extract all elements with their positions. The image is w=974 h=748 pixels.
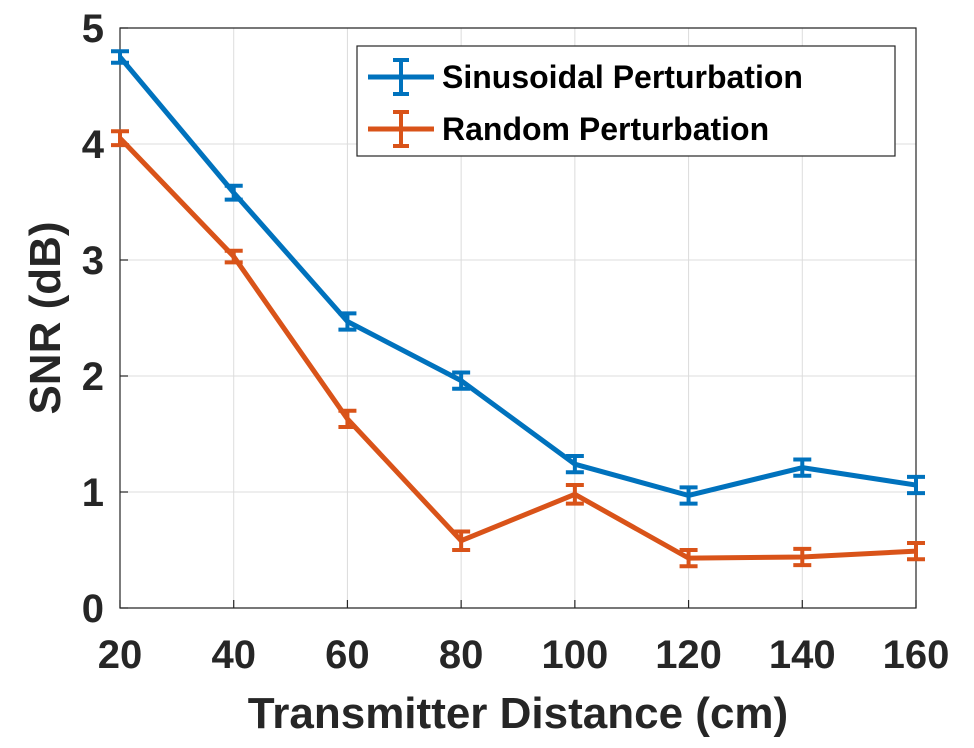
data-point [565,483,584,506]
legend-label: Sinusoidal Perturbation [442,59,803,95]
series-2 [111,129,925,569]
data-point [111,49,129,65]
series-line [118,55,917,498]
x-axis-label: Transmitter Distance (cm) [248,689,788,738]
data-point [793,457,812,478]
legend-entry-1: Sinusoidal Perturbation [368,58,803,96]
data-point [907,541,925,562]
legend-label: Random Perturbation [442,111,769,147]
axes [119,27,917,609]
series-line [118,136,917,561]
x-tick-label: 20 [98,633,143,677]
x-tick-label: 40 [211,633,256,677]
x-tick-label: 120 [655,633,722,677]
y-tick-label: 4 [82,123,105,167]
y-tick-label: 3 [82,239,104,283]
legend-entry-2: Random Perturbation [368,110,769,148]
y-tick-labels: 0 1 2 3 4 5 [82,7,105,631]
y-tick-label: 0 [82,587,104,631]
data-point [452,529,471,552]
data-point [338,311,357,332]
legend-box [356,45,896,157]
y-tick-label: 1 [82,471,104,515]
data-point [907,474,925,496]
data-point [338,408,357,430]
x-tick-label: 140 [769,633,836,677]
data-point [224,248,243,265]
x-tick-labels: 20 40 60 80 100 120 140 160 [98,633,950,677]
x-tick-label: 100 [541,633,608,677]
data-point [679,485,698,506]
series-1 [111,49,925,506]
y-tick-label: 2 [82,355,104,399]
data-point [793,546,812,568]
data-point [679,548,698,569]
plot-frame [119,27,917,609]
y-tick-label: 5 [82,7,104,51]
series-layer [111,49,925,569]
x-tick-label: 160 [883,633,950,677]
data-point [452,370,471,391]
data-point [565,454,584,475]
data-point [224,183,243,202]
x-tick-label: 60 [325,633,370,677]
legend: Sinusoidal Perturbation Random Perturbati… [356,45,896,157]
data-point [111,129,129,148]
y-axis-label: SNR (dB) [21,221,70,414]
x-tick-label: 80 [439,633,484,677]
